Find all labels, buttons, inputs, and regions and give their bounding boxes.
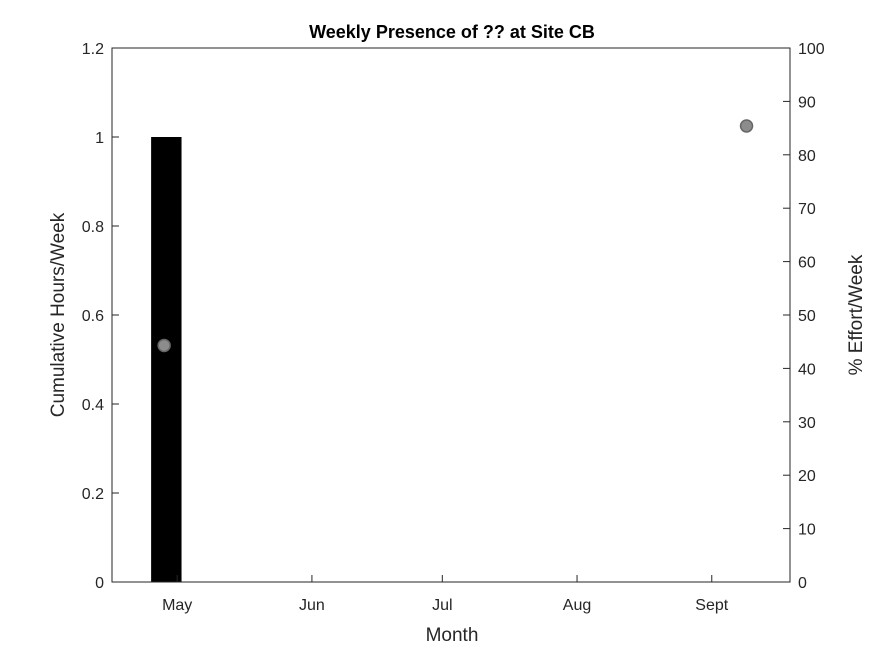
- y2-tick-label: 60: [798, 255, 816, 272]
- y2-tick-label: 10: [798, 522, 816, 539]
- x-tick-label: Jul: [432, 597, 452, 614]
- y2-tick-label: 30: [798, 415, 816, 432]
- y-tick-label: 0.4: [82, 397, 104, 414]
- y-tick-label: 0: [95, 575, 104, 592]
- x-tick-label: Jun: [299, 597, 325, 614]
- y2-tick-label: 100: [798, 41, 825, 58]
- y-tick-label: 0.8: [82, 219, 104, 236]
- y2-tick-label: 40: [798, 361, 816, 378]
- y2-tick-label: 0: [798, 575, 807, 592]
- y2-tick-label: 80: [798, 148, 816, 165]
- axes-box: [111, 47, 791, 583]
- y2-tick-label: 50: [798, 308, 816, 325]
- effort-point: [739, 119, 754, 133]
- plot-area: 0 0.2 0.4 0.6 0.8 1 1.2 0 10 20 30 40 50 60 70 80 90 100 M…: [82, 41, 825, 614]
- x-tick-label: May: [162, 597, 192, 614]
- y2-axis-title: % Effort/Week: [846, 254, 867, 375]
- y-axis-title: Cumulative Hours/Week: [48, 212, 69, 417]
- x-tick-label: Aug: [563, 597, 591, 614]
- y-tick-label: 0.2: [82, 486, 104, 503]
- effort-point: [157, 338, 171, 353]
- y-tick-label: 1.2: [82, 41, 104, 58]
- y2-tick-label: 20: [798, 468, 816, 485]
- x-axis-title: Month: [426, 625, 479, 646]
- y-tick-label: 1: [95, 130, 104, 147]
- chart-title: Weekly Presence of ?? at Site CB: [309, 22, 595, 42]
- y-tick-label: 0.6: [82, 308, 104, 325]
- bar: [151, 137, 182, 582]
- y2-tick-label: 70: [798, 201, 816, 218]
- y2-tick-label: 90: [798, 94, 816, 111]
- x-tick-label: Sept: [695, 597, 728, 614]
